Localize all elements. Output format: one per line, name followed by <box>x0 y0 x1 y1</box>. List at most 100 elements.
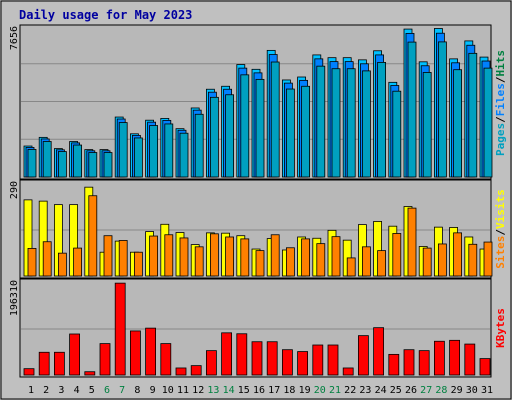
bar-kbytes-day-19 <box>297 351 309 376</box>
bar-kbytes-day-10 <box>160 343 172 376</box>
bar-kbytes-day-8 <box>129 330 141 376</box>
bar-sites-day-18 <box>285 247 295 277</box>
bar-kbytes-day-11 <box>175 367 187 376</box>
bar-sites-day-10 <box>164 234 174 277</box>
bar-pages-day-3 <box>58 151 67 178</box>
ymax-label-kbytes: 196310 <box>9 280 20 316</box>
x-tick-label: 24 <box>375 385 387 396</box>
bar-sites-day-6 <box>103 235 113 277</box>
bar-kbytes-day-2 <box>38 351 50 376</box>
bar-pages-day-6 <box>103 152 113 178</box>
bar-pages-day-21 <box>331 68 341 178</box>
bar-kbytes-day-1 <box>23 368 35 376</box>
bar-pages-day-8 <box>133 137 143 178</box>
bar-sites-day-27 <box>422 247 432 277</box>
bar-sites-day-3 <box>58 252 67 277</box>
x-tick-label: 21 <box>329 385 341 396</box>
bar-kbytes-day-28 <box>433 340 445 376</box>
bar-sites-day-19 <box>301 238 311 277</box>
bar-kbytes-day-29 <box>449 339 461 376</box>
bar-pages-day-23 <box>361 70 371 178</box>
bar-sites-day-1 <box>27 247 37 277</box>
bar-pages-day-1 <box>27 148 37 178</box>
x-tick-label: 7 <box>119 385 125 396</box>
bar-sites-day-15 <box>240 238 250 277</box>
bar-sites-day-26 <box>407 207 417 277</box>
bar-pages-day-2 <box>42 141 52 178</box>
bar-sites-day-31 <box>483 241 493 277</box>
bar-sites-day-17 <box>270 234 280 277</box>
bar-sites-day-28 <box>437 243 447 277</box>
x-tick-label: 6 <box>104 385 110 396</box>
bar-sites-day-16 <box>255 250 265 277</box>
bar-kbytes-day-20 <box>312 344 324 376</box>
x-tick-label: 26 <box>405 385 417 396</box>
x-tick-label: 14 <box>223 385 235 396</box>
bar-kbytes-day-31 <box>479 358 491 376</box>
bar-sites-day-12 <box>194 246 204 277</box>
bar-kbytes-day-24 <box>373 327 385 376</box>
bar-pages-day-30 <box>468 52 478 178</box>
bar-pages-day-7 <box>118 122 128 178</box>
bar-kbytes-day-30 <box>464 343 476 376</box>
bar-sites-day-25 <box>392 233 402 277</box>
x-tick-label: 19 <box>299 385 311 396</box>
bar-pages-day-18 <box>285 88 295 178</box>
bar-kbytes-day-21 <box>327 344 339 376</box>
x-tick-label: 25 <box>390 385 402 396</box>
bar-pages-day-20 <box>316 65 326 178</box>
bar-pages-day-9 <box>149 125 159 178</box>
bar-sites-day-23 <box>361 246 371 277</box>
x-tick-label: 3 <box>58 385 64 396</box>
x-tick-label: 30 <box>466 385 478 396</box>
bar-sites-day-9 <box>149 235 159 277</box>
bar-pages-day-12 <box>194 113 204 178</box>
x-tick-label: 17 <box>268 385 280 396</box>
bar-pages-day-10 <box>164 123 174 178</box>
x-tick-label: 28 <box>435 385 447 396</box>
x-tick-label: 18 <box>283 385 295 396</box>
bar-pages-day-31 <box>483 67 493 178</box>
x-tick-label: 29 <box>451 385 463 396</box>
bar-sites-day-8 <box>133 251 143 277</box>
bar-pages-day-28 <box>437 41 447 178</box>
bar-kbytes-day-17 <box>266 341 278 376</box>
bar-sites-day-13 <box>209 233 219 277</box>
bar-pages-day-19 <box>301 85 311 178</box>
ymax-label-hits: 7656 <box>9 26 20 50</box>
bar-kbytes-day-12 <box>190 365 202 376</box>
bar-kbytes-day-14 <box>221 332 233 376</box>
bar-kbytes-day-16 <box>251 341 263 376</box>
bar-sites-day-11 <box>179 237 189 277</box>
bar-kbytes-day-4 <box>69 333 80 376</box>
ymax-label-visits: 290 <box>9 181 20 199</box>
bar-kbytes-day-13 <box>205 350 217 376</box>
x-tick-label: 10 <box>162 385 174 396</box>
bar-sites-day-4 <box>73 247 82 277</box>
bar-pages-day-25 <box>392 90 402 178</box>
x-tick-label: 11 <box>177 385 189 396</box>
legends: Pages/Files/Hits Sites/Visits KBytes <box>494 50 507 348</box>
x-tick-label: 31 <box>481 385 493 396</box>
bar-kbytes-day-25 <box>388 353 400 376</box>
bar-sites-day-7 <box>118 240 128 277</box>
bar-sites-day-5 <box>88 195 98 277</box>
legend-panel-3: KBytes <box>494 308 507 348</box>
bar-pages-day-24 <box>377 62 387 178</box>
legend-panel-1: Pages/Files/Hits <box>494 50 507 156</box>
x-tick-label: 23 <box>359 385 371 396</box>
bar-sites-day-22 <box>346 257 356 277</box>
bar-sites-day-24 <box>377 250 387 277</box>
bar-kbytes-day-7 <box>114 282 126 376</box>
bar-pages-day-26 <box>407 41 417 178</box>
bar-kbytes-day-26 <box>403 349 415 376</box>
bar-sites-day-30 <box>468 243 478 277</box>
x-tick-label: 16 <box>253 385 265 396</box>
bar-kbytes-day-22 <box>342 367 354 376</box>
x-tick-label: 8 <box>134 385 140 396</box>
bar-sites-day-20 <box>316 243 326 277</box>
bar-pages-day-22 <box>346 68 356 178</box>
x-tick-label: 9 <box>150 385 156 396</box>
